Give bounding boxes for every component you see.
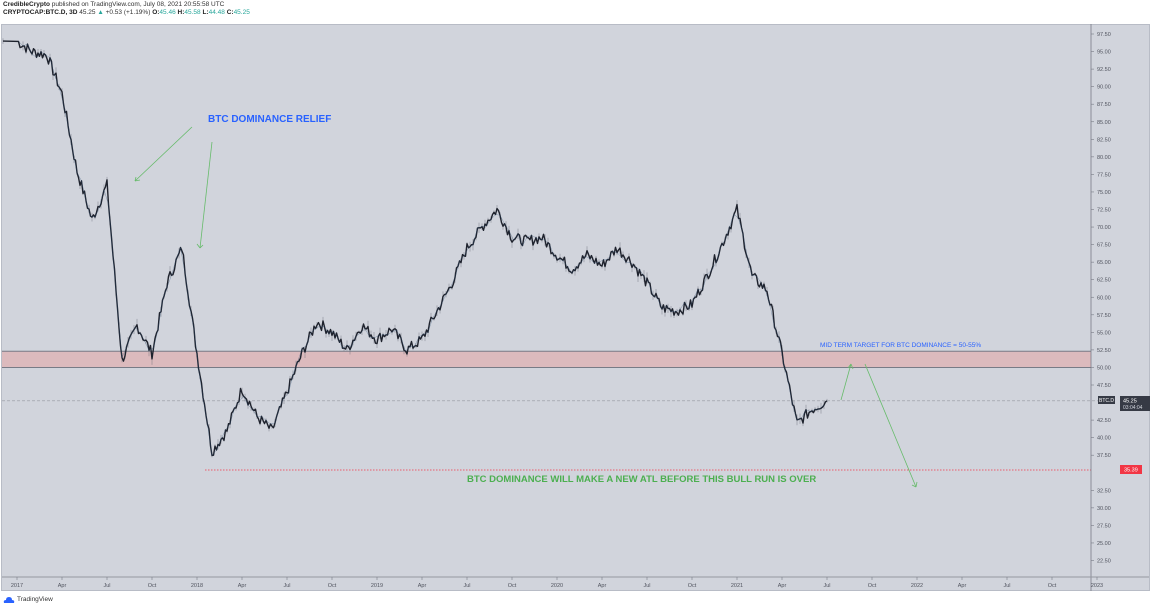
tradingview-logo[interactable]: TradingView xyxy=(3,596,53,603)
time-tick: 2020 xyxy=(551,583,563,589)
symbol-tag-text: BTC.D xyxy=(1099,398,1114,404)
arrow-up-target-icon xyxy=(840,363,852,401)
last-price-tag xyxy=(1120,396,1150,411)
price-tick: 47.50 xyxy=(1097,383,1111,389)
high-value: 45.58 xyxy=(184,9,201,16)
arrow-relief-2-icon xyxy=(199,141,213,249)
arrow-relief-1-icon xyxy=(134,126,193,182)
time-tick: Jul xyxy=(103,583,110,589)
time-tick: Oct xyxy=(868,583,877,589)
time-tick: Jul xyxy=(823,583,830,589)
price-tick: 77.50 xyxy=(1097,172,1111,178)
price-tick: 65.00 xyxy=(1097,260,1111,266)
price-tick: 67.50 xyxy=(1097,243,1111,249)
price-tick: 72.50 xyxy=(1097,208,1111,214)
annotation-relief: BTC DOMINANCE RELIEF xyxy=(208,114,331,125)
atl-tag xyxy=(1120,465,1142,474)
bar-countdown: 03:04:04 xyxy=(1123,405,1143,411)
symbol-label: CRYPTOCAP:BTC.D, 3D xyxy=(3,9,78,16)
ohlc-line: CRYPTOCAP:BTC.D, 3D 45.25 ▲ +0.53 (+1.19… xyxy=(3,9,250,17)
time-tick: Apr xyxy=(58,583,67,589)
time-tick: Apr xyxy=(958,583,967,589)
price-tick: 25.00 xyxy=(1097,541,1111,547)
time-tick: 2017 xyxy=(11,583,23,589)
price-change: +0.53 (+1.19%) xyxy=(105,9,151,16)
low-value: 44.48 xyxy=(208,9,225,16)
time-tick: Oct xyxy=(508,583,517,589)
open-value: 45.46 xyxy=(159,9,176,16)
time-axis[interactable]: 2017 Apr Jul Oct 2018 Apr Jul Oct 2019 Apr Jul Oct 2… xyxy=(2,576,1149,589)
close-value: 45.25 xyxy=(233,9,250,16)
time-tick: Oct xyxy=(328,583,337,589)
price-tick: 87.50 xyxy=(1097,102,1111,108)
time-tick: Jul xyxy=(283,583,290,589)
time-tick: Jul xyxy=(1003,583,1010,589)
high-label: H: xyxy=(177,9,185,16)
time-tick: Apr xyxy=(778,583,787,589)
price-tick: 62.50 xyxy=(1097,278,1111,284)
time-tick: 2021 xyxy=(731,583,743,589)
symbol-tag xyxy=(1098,396,1115,404)
annotation-new-atl: BTC DOMINANCE WILL MAKE A NEW ATL BEFORE… xyxy=(467,474,816,485)
time-tick: 2023 xyxy=(1091,583,1103,589)
time-tick: 2019 xyxy=(371,583,383,589)
price-tick: 92.50 xyxy=(1097,67,1111,73)
price-tick: 42.50 xyxy=(1097,418,1111,424)
open-label: O: xyxy=(152,9,160,16)
price-tick: 60.00 xyxy=(1097,295,1111,301)
time-tick: 2022 xyxy=(911,583,923,589)
author-name[interactable]: CredibleCrypto xyxy=(3,1,50,8)
price-tick: 55.00 xyxy=(1097,330,1111,336)
time-tick: Oct xyxy=(148,583,157,589)
chart-header: CredibleCrypto published on TradingView.… xyxy=(3,1,250,17)
time-tick: Oct xyxy=(1048,583,1057,589)
price-tick: 32.50 xyxy=(1097,488,1111,494)
price-tick: 90.00 xyxy=(1097,85,1111,91)
up-arrow-icon: ▲ xyxy=(97,9,104,16)
annotation-mid-term-target: MID TERM TARGET FOR BTC DOMINANCE = 50-5… xyxy=(820,342,981,349)
tradingview-brand: TradingView xyxy=(17,596,53,603)
publish-info: published on TradingView.com, July 08, 2… xyxy=(51,1,225,8)
price-tick: 85.00 xyxy=(1097,120,1111,126)
price-tick: 50.00 xyxy=(1097,365,1111,371)
last-price: 45.25 xyxy=(79,9,96,16)
time-tick: Apr xyxy=(238,583,247,589)
time-tick: Jul xyxy=(463,583,470,589)
price-tags: BTC.D 45.25 03:04:04 35.39 xyxy=(1098,396,1150,474)
time-tick: Jul xyxy=(643,583,650,589)
close-label: C: xyxy=(226,9,234,16)
last-price-tag-value: 45.25 xyxy=(1123,399,1137,405)
arrow-down-atl-icon xyxy=(864,363,917,488)
price-tick: 52.50 xyxy=(1097,348,1111,354)
price-axis[interactable]: 97.50 95.00 92.50 90.00 87.50 85.00 82.50 80.00… xyxy=(1090,24,1111,591)
price-tick: 75.00 xyxy=(1097,190,1111,196)
price-tick: 40.00 xyxy=(1097,436,1111,442)
atl-tag-value: 35.39 xyxy=(1124,468,1138,474)
price-tick: 95.00 xyxy=(1097,50,1111,56)
time-tick: Apr xyxy=(418,583,427,589)
time-tick: Apr xyxy=(598,583,607,589)
annotations: BTC DOMINANCE RELIEF MID TERM TARGET FOR… xyxy=(208,114,981,485)
horizontal-lines xyxy=(2,400,1098,471)
price-tick: 27.50 xyxy=(1097,523,1111,529)
price-tick: 80.00 xyxy=(1097,155,1111,161)
price-tick: 37.50 xyxy=(1097,453,1111,459)
target-zone xyxy=(2,350,1091,368)
price-tick: 30.00 xyxy=(1097,506,1111,512)
publish-line: CredibleCrypto published on TradingView.… xyxy=(3,1,250,9)
low-label: L: xyxy=(202,9,209,16)
price-tick: 57.50 xyxy=(1097,313,1111,319)
price-tick: 70.00 xyxy=(1097,225,1111,231)
time-tick: 2018 xyxy=(191,583,203,589)
tradingview-cloud-icon xyxy=(3,597,15,603)
annotation-arrows xyxy=(134,126,918,488)
time-tick: Oct xyxy=(688,583,697,589)
price-tick: 97.50 xyxy=(1097,32,1111,38)
price-tick: 22.50 xyxy=(1097,559,1111,565)
chart-frame[interactable] xyxy=(1,24,1150,591)
price-series xyxy=(2,38,828,458)
price-tick: 82.50 xyxy=(1097,137,1111,143)
